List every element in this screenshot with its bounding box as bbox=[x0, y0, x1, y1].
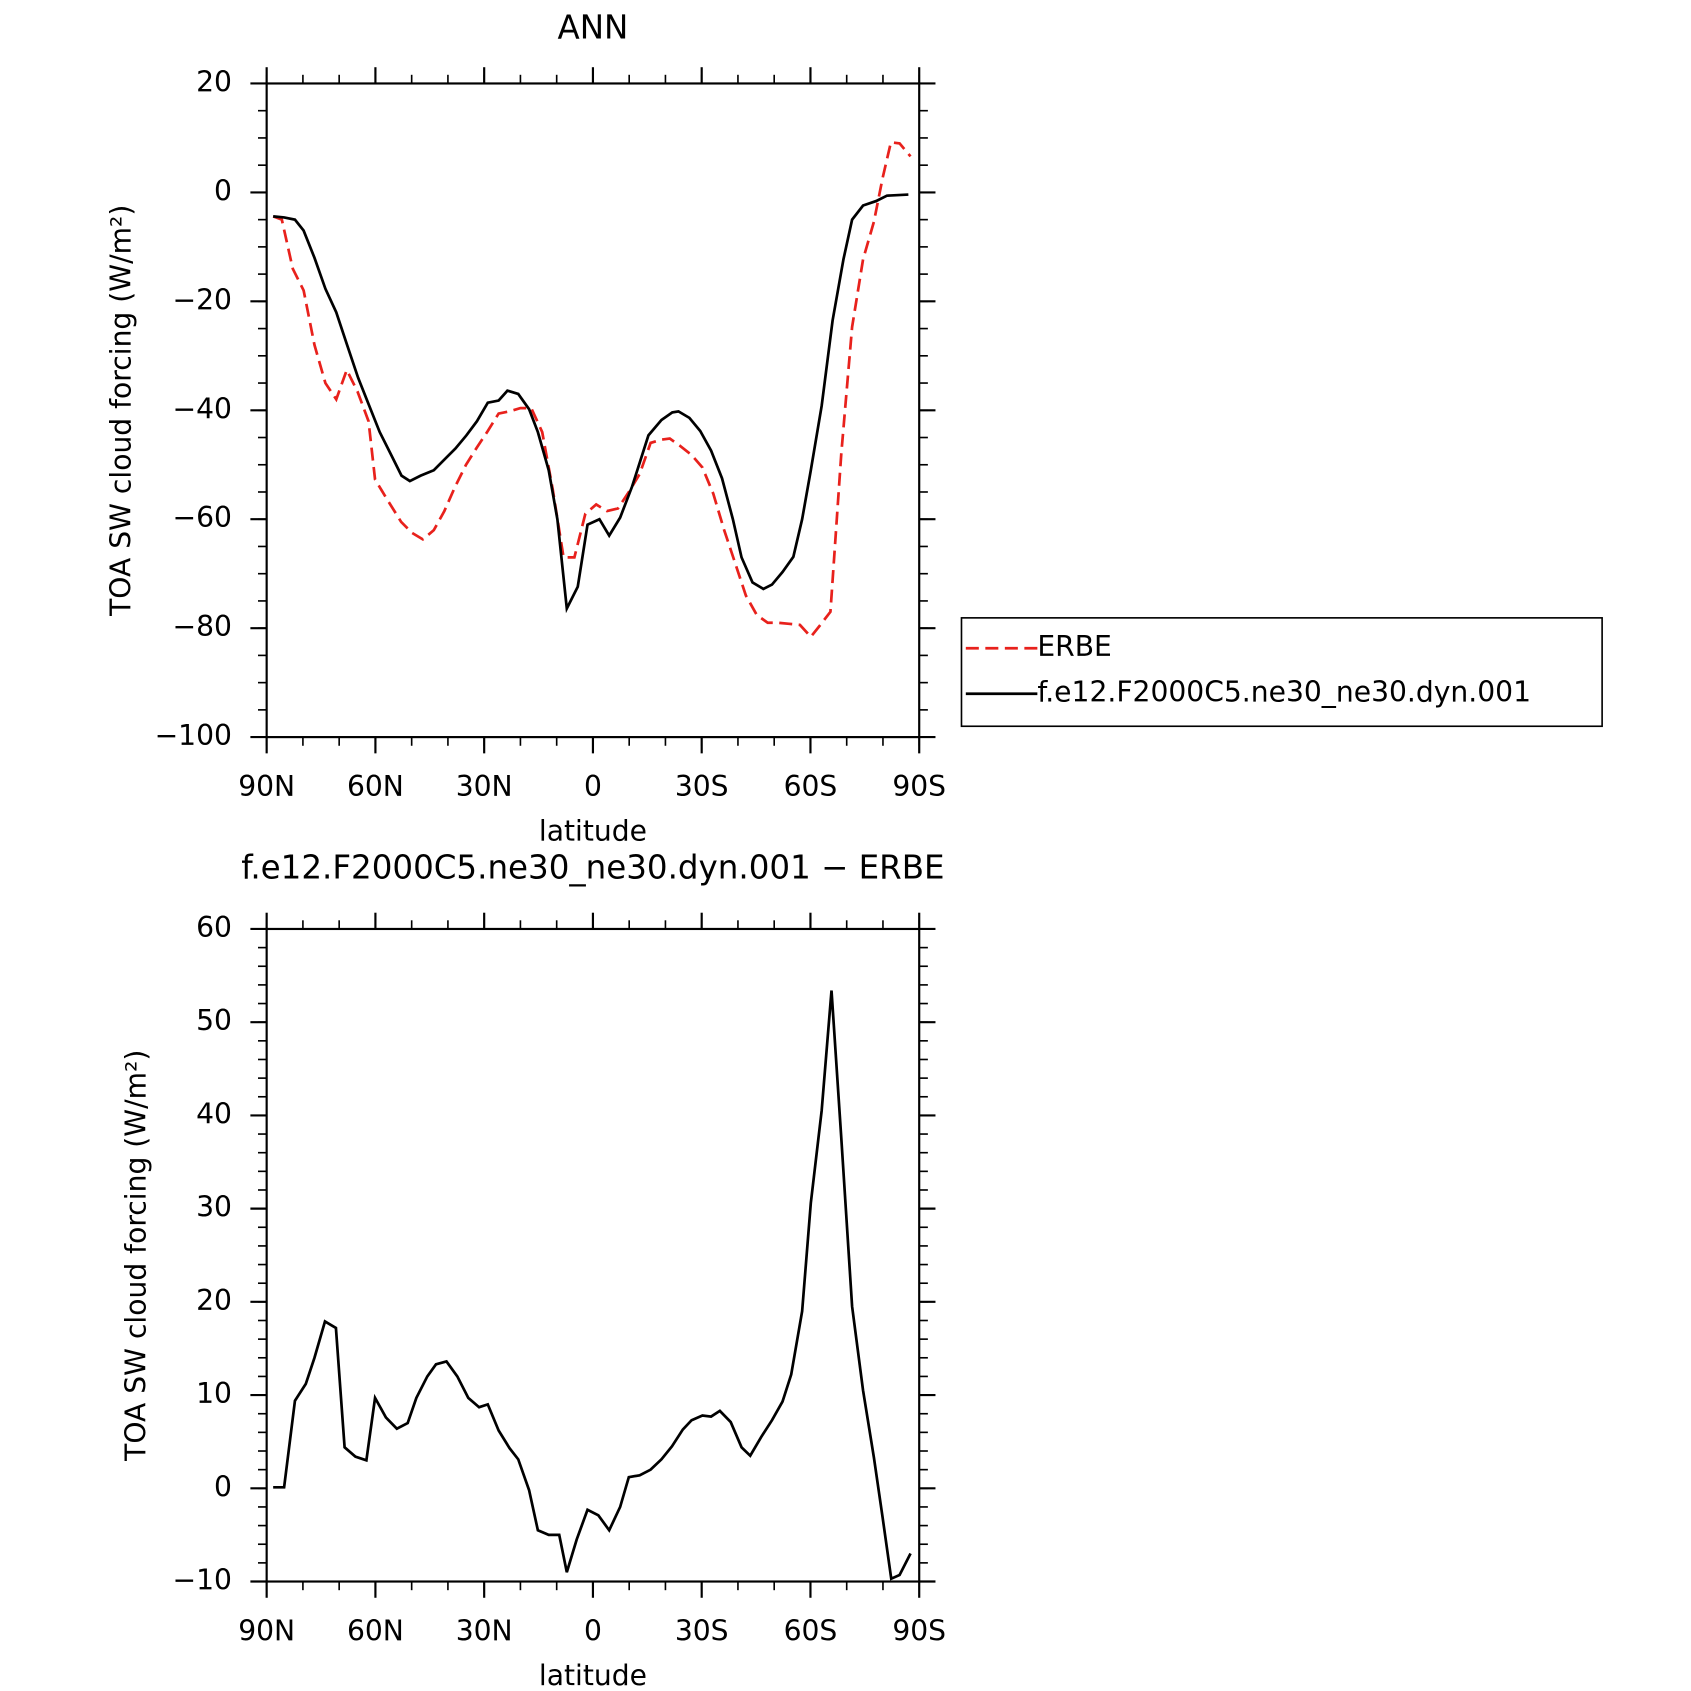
x-tick-label: 30S bbox=[675, 1614, 729, 1647]
y-axis-label: TOA SW cloud forcing (W/m²) bbox=[120, 1050, 153, 1462]
y-tick-label: 0 bbox=[214, 1470, 232, 1503]
plot-frame bbox=[265, 82, 921, 739]
data-line bbox=[273, 193, 909, 614]
y-tick-label: 20 bbox=[196, 65, 232, 98]
x-axis-label: latitude bbox=[539, 1659, 647, 1691]
chart-title: ANN bbox=[558, 8, 629, 46]
x-tick-label: 60S bbox=[784, 1614, 838, 1647]
x-tick-label: 0 bbox=[584, 1614, 602, 1647]
x-tick-label: 60N bbox=[347, 770, 404, 803]
y-tick-label: −10 bbox=[173, 1564, 232, 1597]
y-tick-label: 60 bbox=[196, 911, 232, 944]
y-tick-label: −80 bbox=[173, 610, 232, 643]
x-tick-label: 60S bbox=[784, 770, 838, 803]
y-tick-label: −100 bbox=[155, 719, 232, 752]
data-line bbox=[273, 990, 912, 1581]
y-tick-label: 40 bbox=[196, 1097, 232, 1130]
x-tick-label: 90S bbox=[892, 1614, 946, 1647]
y-tick-label: −60 bbox=[173, 501, 232, 534]
x-tick-label: 90N bbox=[238, 1614, 295, 1647]
x-tick-label: 90N bbox=[238, 770, 295, 803]
plot-frame bbox=[265, 927, 921, 1583]
x-tick-label: 90S bbox=[892, 770, 946, 803]
y-tick-label: 0 bbox=[214, 174, 232, 207]
y-axis-label: TOA SW cloud forcing (W/m²) bbox=[104, 205, 137, 617]
y-tick-label: 50 bbox=[196, 1004, 232, 1037]
x-axis-label: latitude bbox=[539, 814, 647, 847]
chart-title: f.e12.F2000C5.ne30_ne30.dyn.001 − ERBE bbox=[241, 848, 944, 886]
y-tick-label: 10 bbox=[196, 1377, 232, 1410]
legend-label: f.e12.F2000C5.ne30_ne30.dyn.001 bbox=[1037, 676, 1531, 709]
y-tick-label: −40 bbox=[173, 392, 232, 425]
y-tick-label: 30 bbox=[196, 1191, 232, 1224]
y-tick-label: −20 bbox=[173, 283, 232, 316]
legend-label: ERBE bbox=[1037, 630, 1112, 663]
x-tick-label: 30S bbox=[675, 770, 729, 803]
legend-box bbox=[960, 617, 1603, 728]
x-tick-label: 30N bbox=[456, 1614, 513, 1647]
x-tick-label: 30N bbox=[456, 770, 513, 803]
x-tick-label: 0 bbox=[584, 770, 602, 803]
x-tick-label: 60N bbox=[347, 1614, 404, 1647]
data-line bbox=[272, 140, 912, 639]
y-tick-label: 20 bbox=[196, 1284, 232, 1317]
